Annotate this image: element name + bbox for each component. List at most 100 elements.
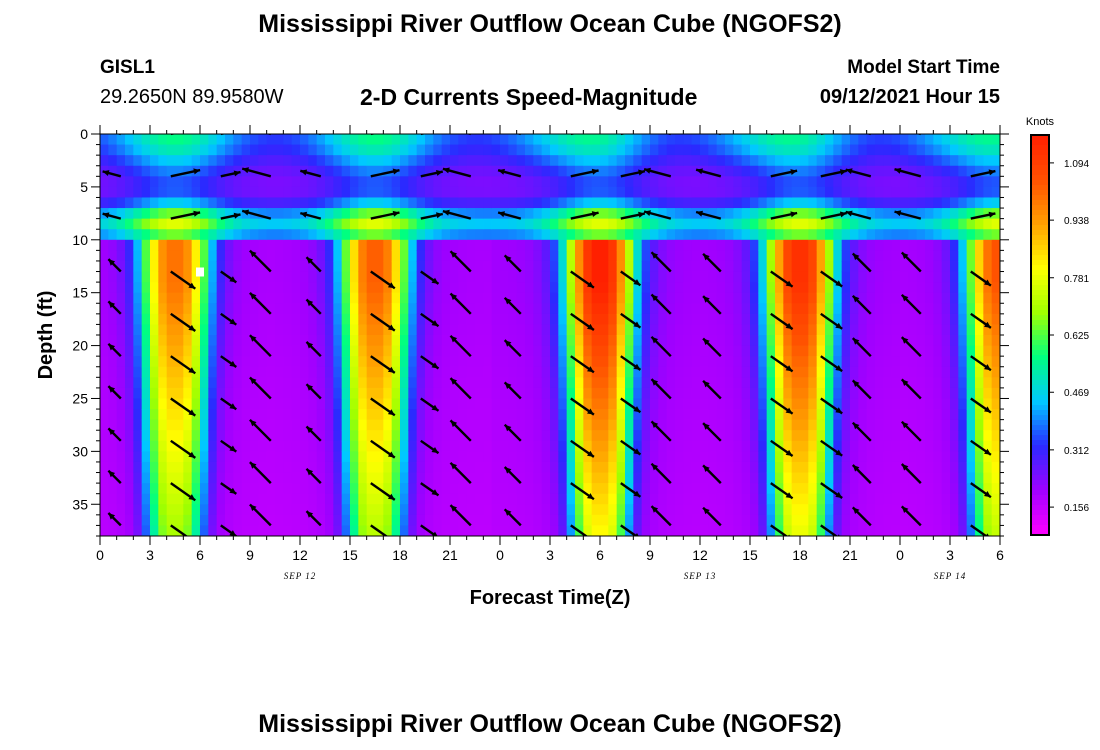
heatmap-cell (400, 208, 409, 220)
heatmap-cell (875, 461, 884, 474)
heatmap-cell (216, 282, 226, 294)
heatmap-cell (991, 472, 1000, 484)
heatmap-cell (108, 440, 118, 452)
heatmap-cell (416, 155, 426, 167)
heatmap-cell (608, 451, 618, 463)
heatmap-cell (116, 260, 126, 273)
heatmap-cell (308, 218, 318, 230)
heatmap-cell (333, 483, 343, 495)
heatmap-cell (550, 419, 559, 431)
heatmap-cell (700, 155, 709, 167)
heatmap-cell (750, 144, 759, 156)
heatmap-cell (816, 419, 826, 431)
heatmap-cell (125, 155, 134, 167)
heatmap-cell (225, 176, 234, 188)
heatmap-cell (491, 409, 501, 421)
heatmap-cell (366, 451, 376, 463)
heatmap-cell (825, 208, 834, 220)
heatmap-cell (325, 176, 334, 188)
heatmap-cell (275, 345, 284, 357)
heatmap-cell (800, 303, 809, 315)
heatmap-cell (533, 525, 543, 536)
heatmap-cell (725, 303, 734, 315)
heatmap-cell (141, 239, 151, 251)
heatmap-cell (875, 483, 884, 495)
heatmap-cell (558, 483, 568, 495)
current-vector-shaft (620, 524, 639, 536)
current-vector-head (785, 280, 793, 287)
heatmap-cell (758, 419, 768, 431)
heatmap-cell (858, 483, 868, 495)
heatmap-cell (150, 504, 159, 516)
heatmap-cell (216, 493, 226, 505)
heatmap-cell (341, 356, 351, 368)
heatmap-cell (766, 483, 776, 495)
heatmap-cell (458, 282, 468, 294)
heatmap-cell (741, 313, 751, 326)
heatmap-cell (525, 176, 534, 188)
heatmap-cell (775, 250, 784, 262)
current-vector-shaft (420, 134, 427, 136)
heatmap-cell (175, 345, 184, 357)
heatmap-cell (750, 313, 759, 326)
colorbar-swatch (1031, 500, 1049, 506)
heatmap-cell (866, 345, 876, 357)
heatmap-cell (433, 398, 443, 410)
heatmap-cell (816, 208, 826, 220)
heatmap-cell (466, 208, 476, 220)
heatmap-cell (541, 282, 551, 294)
current-vector-head (785, 492, 793, 499)
heatmap-cell (466, 165, 476, 177)
current-vector-head (852, 422, 860, 430)
heatmap-cell (691, 208, 701, 220)
heatmap-cell (241, 430, 251, 442)
current-vector-head (984, 364, 991, 371)
heatmap-cell (200, 186, 209, 199)
colorbar-swatch (1031, 400, 1049, 406)
heatmap-cell (808, 409, 818, 421)
heatmap-cell (575, 335, 584, 347)
current-vector-head (633, 490, 641, 497)
heatmap-cell (766, 176, 776, 188)
heatmap-cell (208, 260, 218, 273)
heatmap-cell (583, 165, 593, 177)
heatmap-cell (258, 260, 268, 273)
heatmap-cell (375, 155, 384, 167)
heatmap-cell (633, 313, 643, 326)
heatmap-cell (683, 377, 693, 389)
heatmap-cell (750, 472, 759, 484)
heatmap-cell (608, 313, 618, 326)
heatmap-cell (766, 504, 776, 516)
heatmap-cell (200, 165, 209, 177)
heatmap-cell (725, 483, 734, 495)
heatmap-cell (533, 239, 543, 251)
heatmap-cell (275, 197, 284, 209)
heatmap-cell (208, 165, 218, 177)
heatmap-cell (991, 176, 1000, 188)
heatmap-cell (383, 218, 393, 230)
heatmap-cell (983, 514, 993, 527)
current-vector-head (845, 168, 853, 175)
heatmap-cell (633, 461, 643, 474)
heatmap-cell (366, 271, 376, 283)
heatmap-cell (750, 504, 759, 516)
heatmap-cell (900, 451, 909, 463)
heatmap-cell (858, 239, 868, 251)
heatmap-cell (841, 250, 851, 262)
heatmap-cell (191, 472, 201, 484)
heatmap-cell (900, 313, 909, 326)
heatmap-cell (716, 324, 726, 336)
heatmap-cell (691, 176, 701, 188)
heatmap-cell (566, 155, 576, 167)
heatmap-cell (558, 186, 568, 199)
current-vector-head (108, 386, 116, 393)
heatmap-cell (141, 186, 151, 199)
heatmap-cell (883, 239, 893, 251)
heatmap-cell (891, 345, 901, 357)
heatmap-cell (891, 155, 901, 167)
heatmap-cell (783, 239, 793, 251)
heatmap-cell (950, 271, 959, 283)
heatmap-cell (933, 504, 943, 516)
heatmap-cell (600, 303, 609, 315)
heatmap-cell (491, 461, 501, 474)
